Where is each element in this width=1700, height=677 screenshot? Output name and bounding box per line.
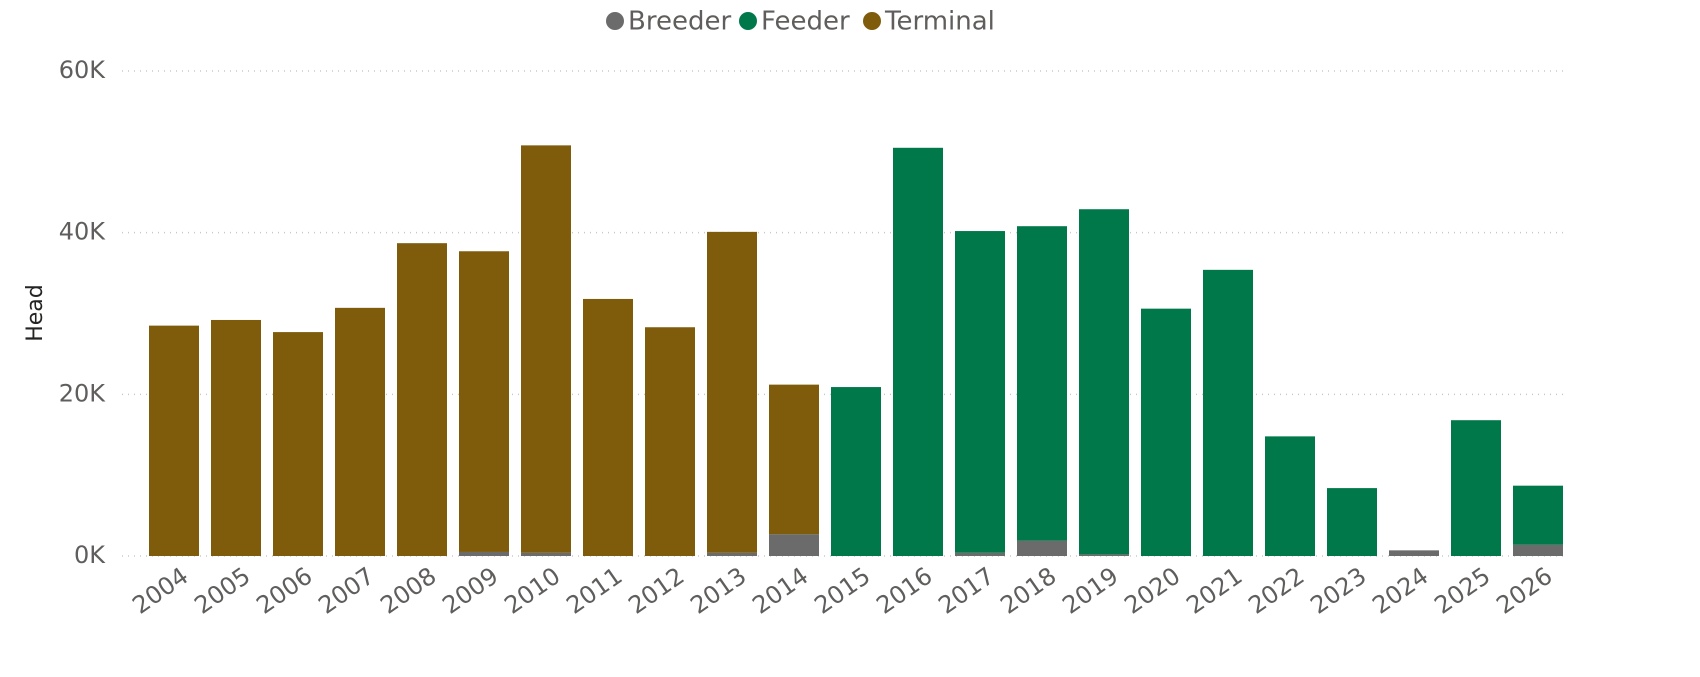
bar-segment xyxy=(955,552,1005,556)
x-tick-label: 2004 xyxy=(127,562,193,620)
bar-segment xyxy=(769,384,819,535)
bar-segment xyxy=(335,307,385,556)
bar-segment xyxy=(831,387,881,556)
bar-segment xyxy=(1513,544,1563,556)
x-tick-label: 2010 xyxy=(499,562,565,620)
x-tick-label: 2016 xyxy=(871,562,937,620)
x-tick-label: 2026 xyxy=(1491,562,1557,620)
x-tick-label: 2024 xyxy=(1367,562,1433,620)
x-tick-label: 2015 xyxy=(809,562,875,620)
x-tick-label: 2013 xyxy=(685,562,751,620)
x-tick-label: 2025 xyxy=(1429,562,1495,620)
bar-segment xyxy=(1203,269,1253,556)
bar-segment xyxy=(707,231,757,553)
y-axis-label: Head xyxy=(23,284,48,342)
bar-segment xyxy=(1513,485,1563,545)
bar-segment xyxy=(459,551,509,556)
bar-segment xyxy=(1079,209,1129,555)
legend-marker xyxy=(863,12,881,30)
x-tick-label: 2009 xyxy=(437,562,503,620)
y-tick-label: 0K xyxy=(74,541,106,569)
legend-label: Terminal xyxy=(884,7,995,37)
bar-segment xyxy=(893,147,943,556)
bar-segment xyxy=(211,319,261,556)
x-tick-label: 2006 xyxy=(251,562,317,620)
bar-segment xyxy=(1017,226,1067,541)
bar-segment xyxy=(397,243,447,557)
legend-label: Breeder xyxy=(628,7,731,37)
bar-segment xyxy=(1389,550,1439,556)
bar-segment xyxy=(769,534,819,556)
x-tick-label: 2018 xyxy=(995,562,1061,620)
bar-segment xyxy=(645,327,695,556)
bar-segment xyxy=(521,145,571,553)
y-tick-label: 20K xyxy=(59,379,107,407)
bar-segment xyxy=(521,552,571,556)
bar-segment xyxy=(955,231,1005,553)
x-tick-label: 2017 xyxy=(933,562,999,620)
x-tick-label: 2021 xyxy=(1181,562,1247,620)
x-tick-label: 2012 xyxy=(623,562,689,620)
x-tick-label: 2011 xyxy=(561,562,627,620)
bar-segment xyxy=(1079,554,1129,556)
bar-segment xyxy=(1327,488,1377,556)
y-tick-label: 40K xyxy=(59,218,107,246)
bar-segment xyxy=(149,325,199,556)
legend-marker xyxy=(606,12,624,30)
x-tick-label: 2019 xyxy=(1057,562,1123,620)
bar-segment xyxy=(583,298,633,556)
legend-marker xyxy=(739,12,757,30)
x-tick-label: 2005 xyxy=(189,562,255,620)
bar-segment xyxy=(707,552,757,556)
x-tick-label: 2023 xyxy=(1305,562,1371,620)
x-tick-label: 2020 xyxy=(1119,562,1185,620)
y-tick-label: 60K xyxy=(59,56,107,84)
x-tick-label: 2014 xyxy=(747,562,813,620)
x-tick-label: 2022 xyxy=(1243,562,1309,620)
bar-segment xyxy=(459,251,509,552)
legend-label: Feeder xyxy=(761,7,850,37)
x-tick-label: 2007 xyxy=(313,562,379,620)
bar-segment xyxy=(1265,436,1315,556)
bar-segment xyxy=(273,332,323,556)
bar-segment xyxy=(1451,420,1501,556)
bar-segment xyxy=(1141,308,1191,556)
bar-segment xyxy=(1017,540,1067,556)
x-tick-label: 2008 xyxy=(375,562,441,620)
